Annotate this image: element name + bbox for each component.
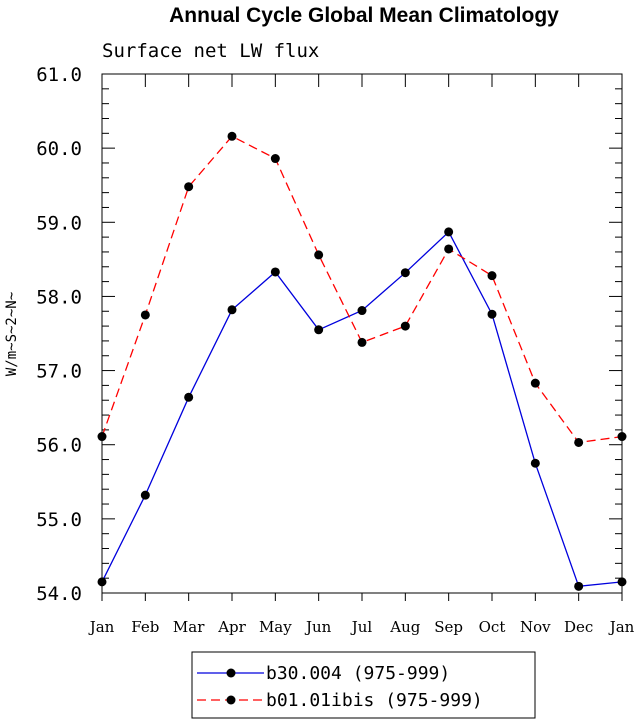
data-point-series-1 [400, 268, 410, 278]
y-tick-label: 55.0 [36, 509, 82, 531]
x-tick-label: Mar [173, 618, 205, 636]
y-tick-label: 60.0 [36, 138, 82, 160]
data-point-series-1 [140, 490, 150, 500]
x-tick-label: Jan [608, 618, 635, 636]
x-tick-label: Jun [304, 618, 332, 636]
data-point-series-1 [357, 306, 367, 316]
data-point-series-1 [270, 267, 280, 277]
y-tick-label: 54.0 [36, 583, 82, 605]
axes-layer: 54.0 55.0 56.0 57.0 58.0 59.0 60.0 61.0 Jan Feb Ma… [36, 64, 634, 636]
data-point-series-2 [400, 321, 410, 331]
data-point-series-2 [487, 271, 497, 281]
y-tick-label: 61.0 [36, 64, 82, 86]
legend-box [191, 651, 536, 719]
data-point-series-1 [444, 227, 454, 237]
data-point-series-2 [444, 244, 454, 254]
x-tick-label: Apr [217, 618, 246, 636]
data-point-series-2 [270, 154, 280, 164]
x-tick-label: Feb [131, 618, 159, 636]
data-point-series-2 [97, 432, 107, 442]
legend-marker-1 [226, 668, 236, 678]
legend-marker-2 [226, 695, 236, 705]
series-layer [97, 131, 627, 591]
data-point-series-2 [617, 432, 627, 442]
x-tick-label: Nov [520, 618, 551, 636]
x-tick-label: Jul [350, 618, 373, 636]
x-tick-label: Dec [564, 618, 593, 636]
x-tick-label: Jan [88, 618, 115, 636]
data-point-series-1 [227, 305, 237, 315]
y-tick-label: 59.0 [36, 212, 82, 234]
data-point-series-1 [97, 577, 107, 587]
data-point-series-2 [184, 182, 194, 192]
series-line-1 [101, 230, 623, 587]
data-point-series-2 [530, 378, 540, 388]
legend-label-2: b01.01ibis (975-999) [266, 690, 483, 711]
x-tick-label: May [259, 618, 292, 636]
y-tick-label: 57.0 [36, 361, 82, 383]
data-point-series-2 [140, 310, 150, 320]
data-point-series-1 [184, 392, 194, 402]
x-tick-label: Aug [389, 618, 420, 636]
legend-label-1: b30.004 (975-999) [266, 663, 450, 684]
chart-subtitle: Surface net LW flux [102, 40, 319, 62]
data-point-series-1 [617, 577, 627, 587]
data-point-series-1 [487, 309, 497, 319]
data-point-series-2 [574, 437, 584, 447]
x-tick-label: Oct [479, 618, 506, 636]
data-point-series-1 [574, 581, 584, 591]
data-point-series-2 [314, 250, 324, 260]
y-tick-label: 58.0 [36, 286, 82, 308]
y-axis-label: W/m~S~2~N~ [4, 292, 20, 376]
x-tick-label: Sep [434, 618, 463, 636]
data-point-series-2 [357, 337, 367, 347]
chart-title: Annual Cycle Global Mean Climatology [169, 4, 559, 27]
legend: b30.004 (975-999) b01.01ibis (975-999) [191, 651, 536, 719]
plot-frame [101, 73, 623, 594]
data-point-series-1 [530, 458, 540, 468]
data-point-series-2 [227, 131, 237, 141]
data-point-series-1 [314, 325, 324, 335]
y-tick-label: 56.0 [36, 435, 82, 457]
series-line-2 [101, 135, 623, 444]
